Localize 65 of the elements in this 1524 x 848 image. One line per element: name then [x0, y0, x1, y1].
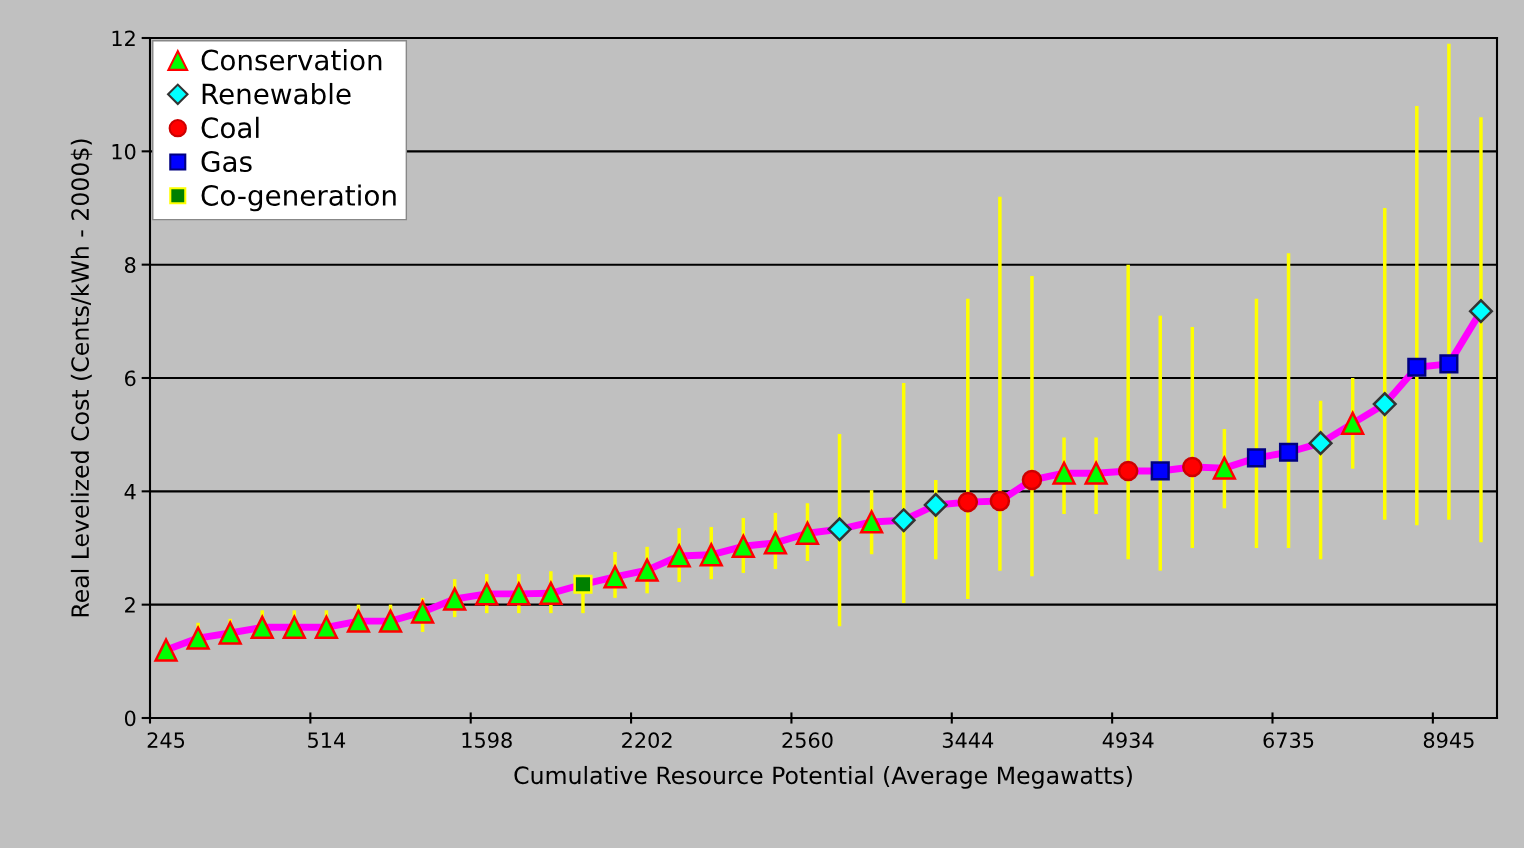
y-tick-label: 10: [112, 143, 136, 160]
point: [539, 581, 563, 605]
legend-label: Coal: [201, 116, 259, 139]
point: [795, 521, 820, 545]
point: [989, 490, 1011, 512]
point: [957, 491, 979, 513]
point: [1052, 461, 1076, 485]
y-tick-label: 0: [124, 710, 136, 727]
point: [1182, 456, 1203, 478]
point: [186, 626, 210, 650]
point: [763, 531, 788, 555]
point: [635, 558, 659, 582]
legend-label: Co-generation: [201, 184, 396, 212]
point: [1341, 411, 1365, 435]
point: [1407, 357, 1427, 377]
x-tick-label: 4934: [1102, 732, 1154, 749]
point: [1278, 442, 1299, 462]
point: [1084, 461, 1108, 485]
point: [475, 582, 499, 606]
point: [699, 543, 723, 567]
point: [891, 508, 916, 533]
x-tick-label: 1598: [462, 732, 512, 749]
x-tick-label: 8945: [1423, 732, 1474, 749]
point: [1308, 431, 1333, 456]
point: [507, 582, 531, 606]
y-tick-label: 6: [125, 370, 136, 387]
point: [1246, 448, 1267, 468]
point: [667, 544, 691, 568]
y-tick-label: 8: [124, 257, 136, 273]
point: [282, 615, 306, 639]
point: [603, 565, 627, 589]
point: [923, 492, 948, 517]
point: [346, 609, 371, 633]
point: [1468, 299, 1494, 324]
y-tick-label: 4: [124, 484, 136, 500]
point: [573, 574, 593, 594]
y-tick-label: 2: [125, 597, 135, 613]
point: [250, 615, 274, 639]
point: [731, 534, 755, 558]
x-tick-label: 245: [147, 732, 185, 749]
x-tick-label: 514: [308, 732, 346, 749]
point: [1212, 456, 1237, 480]
point: [859, 510, 884, 534]
point: [154, 638, 178, 662]
point: [378, 609, 403, 633]
legend-label: Renewable: [202, 82, 351, 105]
x-tick-label: 3444: [942, 732, 994, 749]
point: [1150, 461, 1170, 481]
y-axis-title: Real Levelized Cost (Cents/kWh - 2000$): [70, 139, 93, 617]
point: [827, 517, 852, 542]
x-tick-label: 2560: [782, 732, 833, 749]
point: [1021, 469, 1043, 491]
point: [1117, 460, 1139, 482]
point: [443, 587, 467, 611]
x-axis-title: Cumulative Resource Potential (Average Megawatts): [514, 765, 1132, 789]
point: [314, 615, 339, 639]
legend-label: Conservation: [201, 49, 382, 71]
point: [1372, 392, 1397, 417]
point: [1439, 354, 1459, 374]
x-tick-label: 6735: [1263, 732, 1314, 749]
point: [218, 621, 242, 645]
legend-label: Gas: [201, 151, 252, 173]
point: [410, 600, 435, 624]
y-tick-label: 12: [112, 30, 135, 46]
x-tick-label: 2202: [622, 732, 672, 749]
